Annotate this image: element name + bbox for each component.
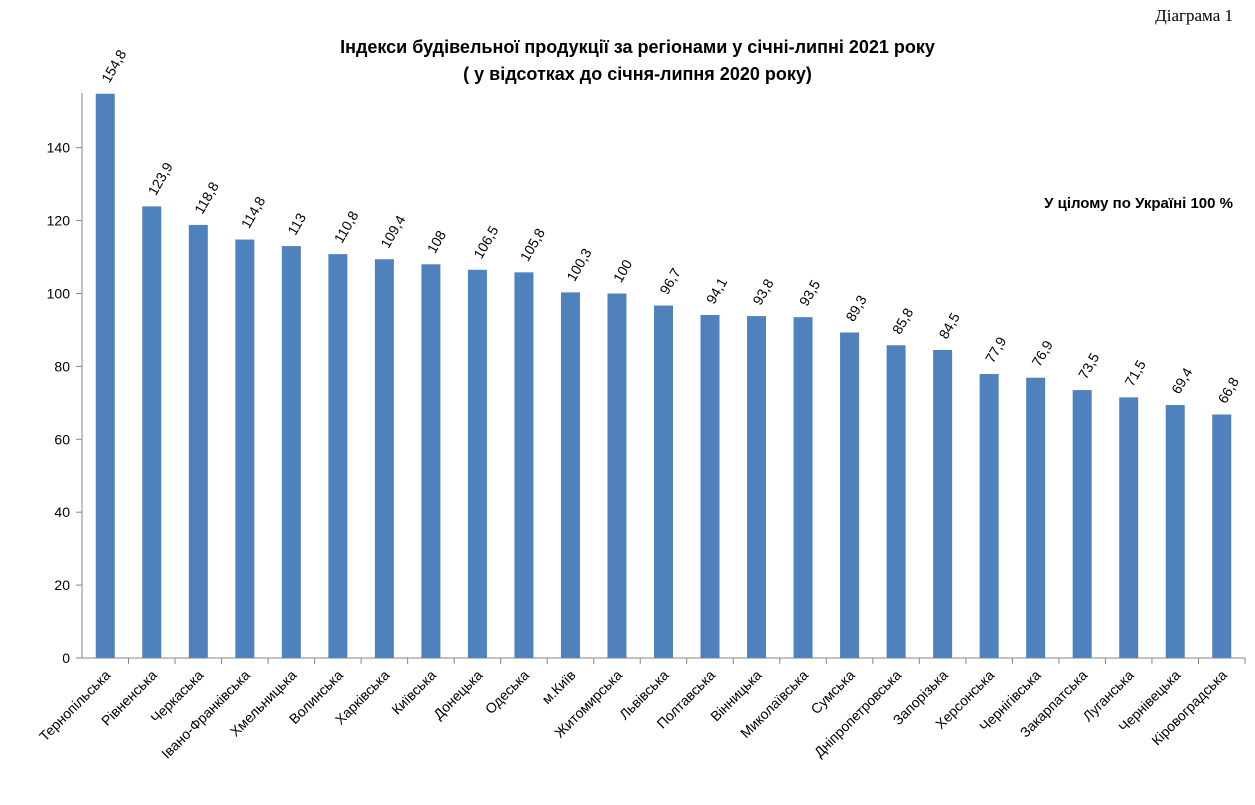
value-label: 118,8 (191, 179, 222, 217)
value-label: 73,5 (1075, 350, 1103, 382)
bar (747, 316, 767, 658)
bar (1072, 390, 1092, 658)
y-tick-label: 20 (54, 577, 70, 593)
bar (1119, 397, 1139, 658)
bar (1212, 414, 1232, 658)
ukraine-total-annotation: У цілому по Україні 100 % (1044, 195, 1233, 212)
bar (979, 374, 999, 658)
y-tick-label: 40 (54, 504, 70, 520)
value-label: 108 (424, 227, 450, 255)
value-label: 94,1 (703, 275, 731, 307)
value-label: 66,8 (1214, 374, 1242, 406)
category-label: Івано-Франківська (158, 667, 253, 762)
y-tick-label: 60 (54, 431, 70, 447)
bar (607, 293, 627, 658)
category-label: Тернопільська (36, 667, 114, 745)
bar (560, 292, 580, 658)
bar (793, 317, 813, 658)
value-label: 96,7 (656, 265, 684, 297)
chart-title: Індекси будівельної продукції за регіона… (340, 37, 935, 57)
y-tick-label: 0 (62, 650, 70, 666)
bar (188, 224, 208, 658)
value-label: 109,4 (377, 212, 408, 251)
bar (886, 345, 906, 658)
category-label: Дніпропетровська (811, 667, 905, 761)
bar (467, 269, 487, 658)
value-label: 85,8 (889, 305, 917, 337)
value-label: 106,5 (470, 223, 501, 262)
bar (933, 349, 953, 658)
value-label: 100,3 (563, 245, 594, 284)
bar (328, 254, 348, 658)
value-label: 84,5 (935, 310, 963, 342)
bar (700, 314, 720, 658)
category-label: Одеська (482, 667, 532, 717)
bar (95, 93, 115, 659)
bar (281, 246, 301, 658)
value-label: 105,8 (517, 225, 548, 264)
diagram-number-label: Діаграма 1 (1155, 6, 1233, 25)
value-label: 93,5 (796, 277, 824, 309)
bar (374, 259, 394, 658)
value-label: 69,4 (1168, 365, 1196, 397)
value-label: 76,9 (1028, 337, 1056, 369)
bar (654, 305, 673, 658)
value-label: 110,8 (331, 208, 362, 246)
value-label: 154,8 (98, 47, 129, 86)
bar (1026, 377, 1046, 658)
value-label: 89,3 (842, 292, 870, 324)
value-label: 77,9 (982, 334, 1010, 366)
bar (1165, 405, 1185, 658)
bar (235, 239, 255, 659)
y-tick-label: 80 (54, 358, 70, 374)
value-label: 71,5 (1121, 357, 1149, 389)
chart-subtitle: ( у відсотках до січня-липня 2020 року) (463, 64, 812, 84)
bar (514, 272, 534, 658)
y-tick-label: 140 (47, 140, 71, 156)
bar (142, 206, 162, 659)
value-label: 114,8 (238, 193, 269, 231)
bar (840, 332, 860, 658)
value-label: 100 (610, 257, 636, 285)
bar (421, 264, 441, 658)
y-tick-label: 120 (47, 213, 71, 229)
value-label: 93,8 (749, 276, 777, 308)
category-label: м.Київ (538, 667, 578, 707)
category-label: Донецька (430, 667, 486, 723)
value-label: 123,9 (145, 159, 176, 198)
value-label: 113 (284, 210, 309, 238)
y-tick-label: 100 (47, 285, 71, 301)
